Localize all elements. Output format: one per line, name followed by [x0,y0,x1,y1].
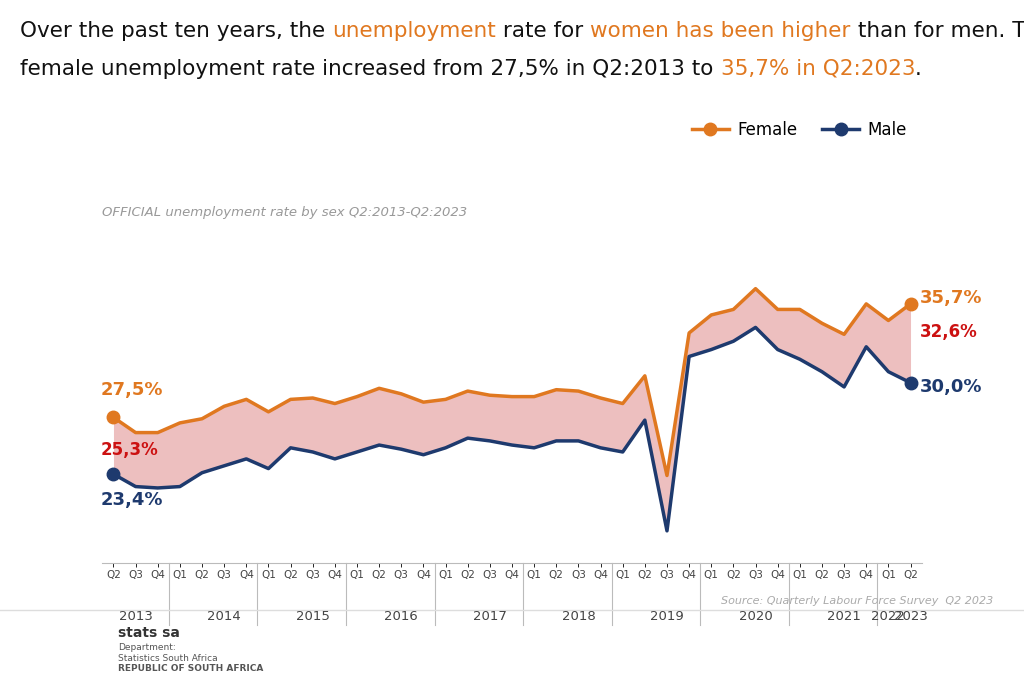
Text: 35,7%: 35,7% [920,289,982,308]
Text: women has been higher: women has been higher [591,21,851,41]
Legend: Female, Male: Female, Male [685,115,913,145]
Text: rate for: rate for [497,21,591,41]
Text: 2022: 2022 [871,610,905,624]
Text: 2018: 2018 [561,610,595,624]
Text: 23,4%: 23,4% [100,491,163,509]
Text: 2013: 2013 [119,610,153,624]
Text: unemployment: unemployment [333,21,497,41]
Text: Source: Quarterly Labour Force Survey  Q2 2023: Source: Quarterly Labour Force Survey Q2… [721,596,993,605]
Text: 2016: 2016 [384,610,418,624]
Text: 2019: 2019 [650,610,684,624]
Text: 25,3%: 25,3% [100,441,158,459]
Text: 30,0%: 30,0% [920,378,982,396]
Text: 2015: 2015 [296,610,330,624]
Text: 2017: 2017 [473,610,507,624]
Text: 2014: 2014 [207,610,241,624]
Text: than for men. The: than for men. The [851,21,1024,41]
Text: Statistics South Africa: Statistics South Africa [118,654,217,663]
Text: 2020: 2020 [738,610,772,624]
Text: Over the past ten years, the: Over the past ten years, the [20,21,333,41]
Text: REPUBLIC OF SOUTH AFRICA: REPUBLIC OF SOUTH AFRICA [118,664,263,673]
Text: 2023: 2023 [894,610,928,624]
Text: 27,5%: 27,5% [100,382,163,399]
Text: 2021: 2021 [827,610,861,624]
Text: .: . [915,59,922,79]
Text: 35,7% in Q2:2023: 35,7% in Q2:2023 [721,59,915,79]
Text: stats sa: stats sa [118,626,179,640]
Text: OFFICIAL unemployment rate by sex Q2:2013-Q2:2023: OFFICIAL unemployment rate by sex Q2:201… [102,206,468,219]
Text: 32,6%: 32,6% [920,323,977,341]
Text: Department:: Department: [118,643,175,652]
Text: female unemployment rate increased from 27,5% in Q2:2013 to: female unemployment rate increased from … [20,59,721,79]
